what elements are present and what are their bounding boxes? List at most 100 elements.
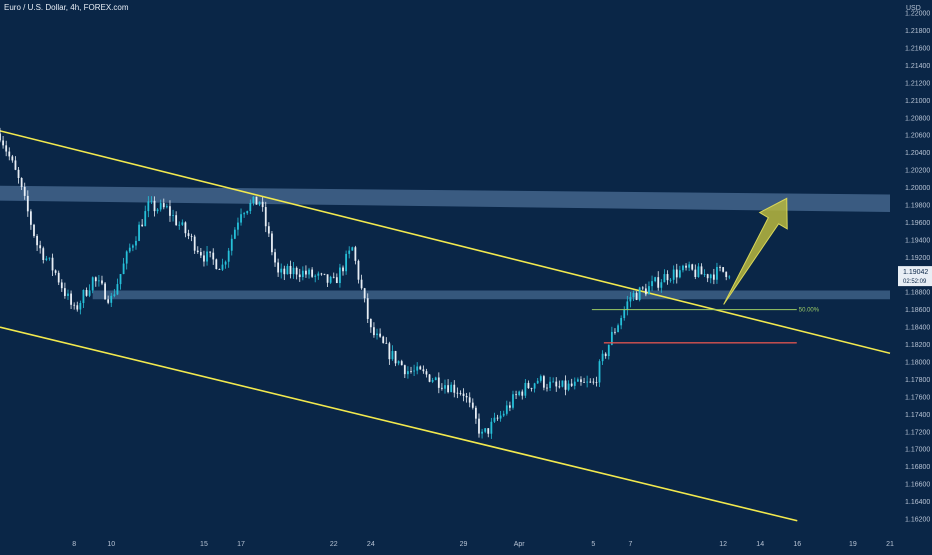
candle-body-231 bbox=[712, 274, 715, 280]
y-tick-28: 1.16400 bbox=[905, 499, 930, 506]
candle-body-215 bbox=[663, 274, 666, 283]
candle-body-204 bbox=[629, 297, 632, 302]
candle-body-180 bbox=[555, 381, 558, 387]
candle-body-35 bbox=[107, 299, 110, 303]
candle-body-92 bbox=[283, 268, 286, 275]
zone-2 bbox=[92, 290, 891, 300]
x-tick-4: 22 bbox=[330, 541, 338, 548]
candle-body-65 bbox=[199, 252, 202, 256]
candle-body-126 bbox=[388, 343, 391, 360]
candle-body-137 bbox=[422, 369, 425, 372]
candle-body-222 bbox=[685, 265, 687, 268]
candle-body-159 bbox=[490, 421, 493, 434]
x-tick-13: 19 bbox=[849, 541, 857, 548]
candle-body-232 bbox=[716, 267, 718, 280]
candle-body-102 bbox=[314, 275, 317, 277]
candle-body-122 bbox=[376, 333, 378, 336]
y-tick-22: 1.17600 bbox=[905, 394, 930, 401]
current-price-box bbox=[898, 266, 932, 287]
x-axis: 8 10 15 17 22 24 29 Apr 5 7 12 14 16 19 21 bbox=[72, 541, 894, 548]
x-tick-7: Apr bbox=[514, 541, 526, 548]
candle-body-15 bbox=[45, 258, 48, 261]
candle-body-175 bbox=[539, 376, 542, 381]
candle-body-205 bbox=[632, 293, 635, 298]
candle-body-166 bbox=[512, 394, 514, 408]
y-tick-29: 1.16200 bbox=[905, 517, 930, 524]
candle-body-131 bbox=[403, 365, 406, 375]
candle-body-188 bbox=[580, 379, 582, 382]
candle-body-28 bbox=[85, 290, 88, 296]
candle-body-110 bbox=[339, 267, 341, 284]
candle-body-171 bbox=[527, 382, 530, 389]
candle-body-227 bbox=[700, 266, 703, 275]
x-tick-8: 5 bbox=[591, 541, 595, 548]
candle-body-87 bbox=[267, 226, 270, 234]
candle-body-181 bbox=[558, 386, 561, 388]
candle-body-148 bbox=[456, 392, 459, 394]
current-price-label: 1.19042 02:52:09 bbox=[898, 266, 932, 287]
candle-body-52 bbox=[159, 203, 162, 210]
y-tick-17: 1.18600 bbox=[905, 307, 930, 314]
y-tick-12: 1.19600 bbox=[905, 220, 930, 227]
candle-body-161 bbox=[496, 417, 499, 419]
candle-body-176 bbox=[542, 376, 545, 388]
candle-body-190 bbox=[586, 381, 589, 383]
candle-body-167 bbox=[515, 394, 517, 396]
candle-body-73 bbox=[224, 261, 227, 265]
x-tick-12: 16 bbox=[793, 541, 801, 548]
candle-body-69 bbox=[212, 252, 215, 260]
fib-label: 50.00% bbox=[799, 308, 820, 314]
candle-body-58 bbox=[178, 224, 181, 226]
candle-body-219 bbox=[675, 269, 678, 278]
candle-body-234 bbox=[722, 267, 725, 272]
candle-body-198 bbox=[610, 331, 613, 345]
candle-body-135 bbox=[416, 366, 419, 371]
candle-body-182 bbox=[561, 380, 564, 387]
y-tick-7: 1.20600 bbox=[905, 133, 930, 140]
candle-body-195 bbox=[601, 353, 604, 362]
candle-body-106 bbox=[326, 274, 329, 283]
candle-body-146 bbox=[450, 384, 453, 393]
candle-body-50 bbox=[153, 200, 156, 212]
candle-body-61 bbox=[187, 233, 190, 237]
candle-body-27 bbox=[82, 290, 85, 304]
candle-body-70 bbox=[215, 259, 218, 270]
candle-body-10 bbox=[30, 211, 32, 225]
candle-body-149 bbox=[459, 393, 462, 394]
candle-body-43 bbox=[131, 245, 134, 248]
candle-body-218 bbox=[672, 269, 675, 280]
candle-body-86 bbox=[264, 207, 267, 227]
candle-body-186 bbox=[573, 381, 576, 386]
candle-body-47 bbox=[144, 211, 147, 227]
candle-body-140 bbox=[431, 380, 434, 382]
candle-body-85 bbox=[261, 201, 264, 208]
candle-body-206 bbox=[635, 293, 638, 300]
candle-body-83 bbox=[255, 196, 258, 205]
x-tick-9: 7 bbox=[628, 541, 632, 548]
x-tick-1: 10 bbox=[107, 541, 115, 548]
candle-body-156 bbox=[481, 431, 483, 434]
symbol-title: Euro / U.S. Dollar, 4h, FOREX.com bbox=[4, 3, 129, 12]
candle-body-55 bbox=[169, 206, 171, 216]
candle-body-194 bbox=[598, 361, 601, 383]
candle-body-64 bbox=[196, 250, 199, 253]
candle-body-60 bbox=[184, 222, 187, 234]
candle-body-108 bbox=[332, 276, 335, 278]
candle-body-225 bbox=[694, 269, 697, 278]
candle-body-101 bbox=[311, 269, 314, 277]
candle-body-48 bbox=[147, 201, 150, 212]
x-tick-3: 17 bbox=[237, 541, 245, 548]
candle-body-145 bbox=[447, 385, 449, 393]
candle-body-82 bbox=[252, 196, 255, 203]
candle-body-174 bbox=[536, 380, 539, 384]
candle-body-157 bbox=[484, 428, 487, 432]
candle-body-192 bbox=[592, 381, 595, 383]
candle-body-32 bbox=[97, 280, 100, 282]
candle-body-207 bbox=[638, 287, 641, 300]
candle-body-185 bbox=[570, 383, 573, 386]
candle-body-90 bbox=[277, 262, 280, 273]
candle-body-104 bbox=[320, 273, 323, 275]
candle-body-46 bbox=[141, 224, 144, 227]
candle-body-94 bbox=[289, 265, 292, 275]
